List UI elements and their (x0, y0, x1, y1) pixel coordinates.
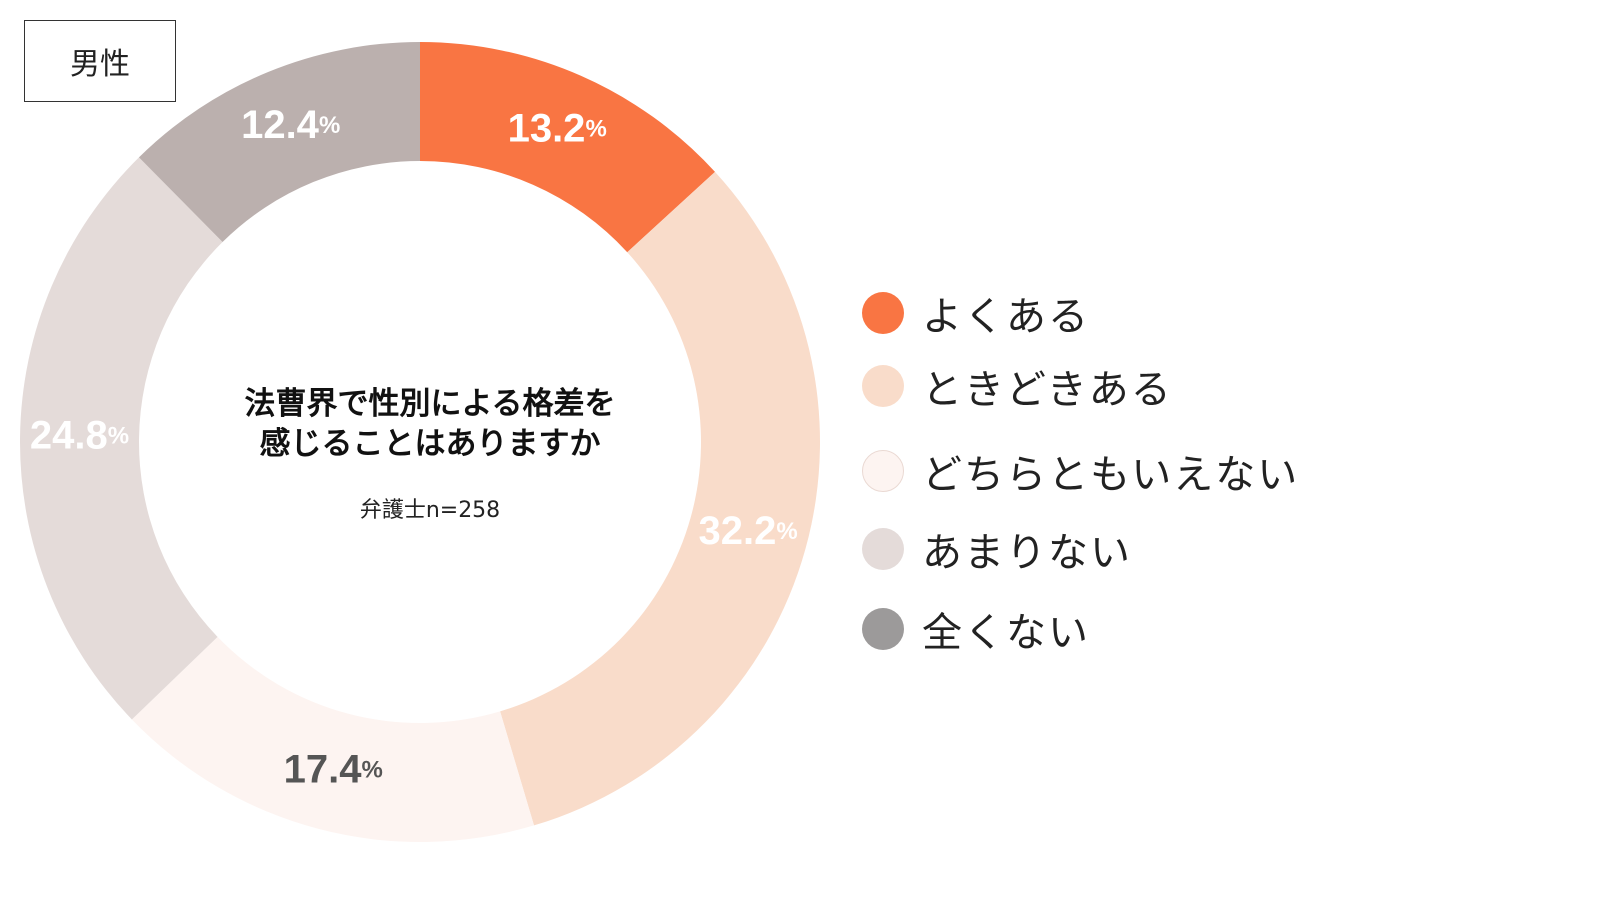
legend-item-rarely: あまりない (862, 520, 1132, 578)
slice-neutral (131, 636, 535, 842)
legend-label: ときどきある (922, 367, 1173, 413)
slice-never (138, 42, 421, 243)
gender-badge: 男性 (24, 20, 176, 102)
slice-value-label: 12.4% (241, 103, 340, 147)
legend-item-often: よくある (862, 284, 1090, 342)
slice-value-label: 13.2% (508, 106, 607, 150)
sample-size-label: 弁護士n=258 (359, 498, 501, 523)
legend-marker (862, 365, 904, 407)
legend-item-sometimes: ときどきある (862, 357, 1173, 415)
legend-label: あまりない (922, 530, 1132, 576)
legend-marker (862, 292, 904, 334)
gender-label: 男性 (70, 47, 130, 82)
legend-item-never: 全くない (862, 600, 1090, 658)
slice-sometimes (500, 171, 820, 826)
legend-marker (862, 450, 904, 492)
slice-value-label: 17.4% (284, 747, 383, 791)
legend-marker (862, 528, 904, 570)
legend-label: どちらともいえない (922, 452, 1300, 498)
slice-rarely (20, 157, 223, 720)
legend-marker (862, 608, 904, 650)
legend-label: 全くない (922, 610, 1090, 656)
legend-item-neutral: どちらともいえない (862, 442, 1299, 500)
slice-value-label: 24.8% (30, 413, 129, 457)
chart-question-line2: 感じることはありますか (259, 426, 601, 462)
chart-question-line1: 法曹界で性別による格差を (244, 386, 616, 422)
slice-value-label: 32.2% (699, 508, 798, 552)
legend-label: よくある (922, 294, 1090, 340)
slice-often (420, 42, 716, 253)
